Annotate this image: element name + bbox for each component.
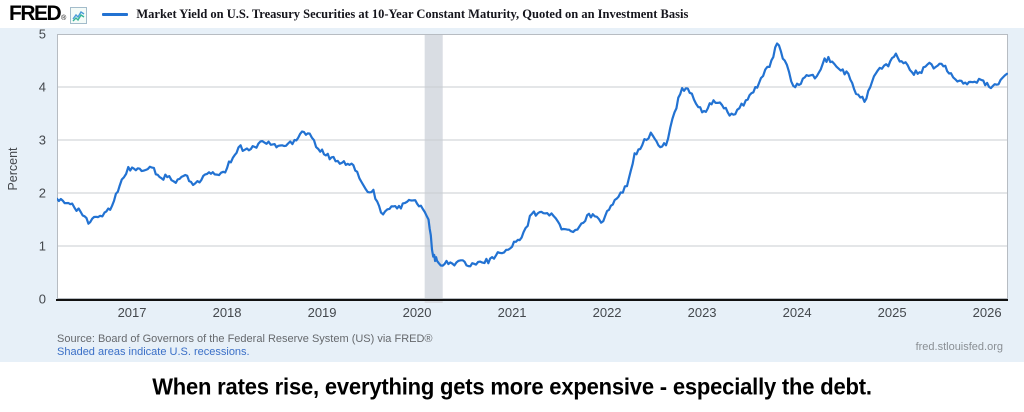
x-tick-label: 2017 (118, 305, 147, 320)
plot-border (57, 34, 1008, 299)
caption-text: When rates rise, everything gets more ex… (152, 373, 872, 400)
x-tick-label: 2026 (973, 305, 1002, 320)
chart-header: FRED ® Market Yield on U.S. Treasury Sec… (0, 0, 1024, 28)
x-tick-label: 2021 (498, 305, 527, 320)
y-tick-label: 2 (39, 186, 46, 201)
fred-logo[interactable]: FRED ® (9, 2, 88, 25)
registered-trademark: ® (61, 15, 67, 22)
y-tick-label: 5 (39, 28, 46, 42)
y-tick-label: 0 (39, 292, 46, 307)
series-legend-swatch (102, 12, 129, 16)
x-tick-label: 2018 (213, 305, 242, 320)
sparkline-icon (70, 7, 88, 24)
fred-site-url: fred.stlouisfed.org (915, 341, 1003, 353)
x-tick-label: 2022 (593, 305, 622, 320)
y-tick-label: 4 (39, 80, 46, 95)
caption-band: When rates rise, everything gets more ex… (0, 362, 1024, 412)
y-tick-label: 1 (39, 239, 46, 254)
x-tick-label: 2020 (403, 305, 432, 320)
source-block: Source: Board of Governors of the Federa… (57, 333, 433, 358)
yield-line-chart: 2017 2018 2019 2020 2021 2022 2023 2024 2025 2026… (6, 28, 1008, 320)
series-path (57, 42, 1008, 268)
recession-band (424, 34, 443, 303)
plot-area (57, 34, 1008, 299)
x-tick-label: 2023 (688, 305, 717, 320)
fred-logo-text: FRED (9, 2, 62, 25)
x-tick-label: 2025 (878, 305, 907, 320)
series-title: Market Yield on U.S. Treasury Securities… (136, 6, 689, 21)
y-axis-label: Percent (6, 147, 20, 191)
chart-region: 2017 2018 2019 2020 2021 2022 2023 2024 2025 2026… (0, 28, 1024, 362)
x-tick-label: 2024 (783, 305, 812, 320)
source-text: Source: Board of Governors of the Federa… (57, 333, 433, 345)
y-tick-label: 3 (39, 133, 46, 148)
recession-note-link[interactable]: Shaded areas indicate U.S. recessions. (57, 345, 250, 358)
x-tick-label: 2019 (308, 305, 337, 320)
